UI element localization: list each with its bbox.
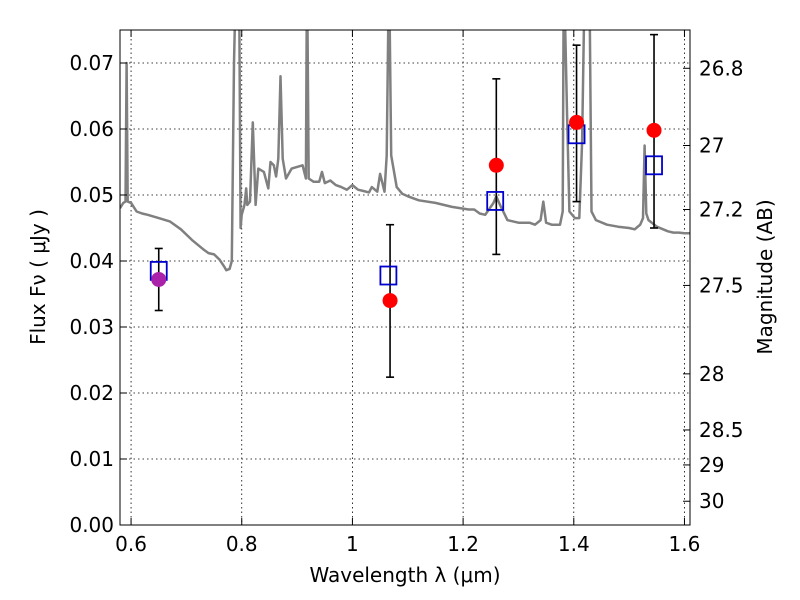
plot-data (120, 30, 690, 378)
y-tick-label: 0.00 (69, 513, 114, 537)
x-tick-label: 1.2 (447, 532, 479, 556)
axis-ticks: 0.6 0.8 1 1.2 1.4 1.6 0.00 0.01 0.02 0.03 0.04 0.05… (69, 30, 744, 556)
y2-tick-label: 29 (699, 453, 724, 477)
y-tick-label: 0.01 (69, 447, 114, 471)
observed-flux-point (382, 293, 398, 309)
y2-axis-label: Magnitude (AB) (753, 199, 777, 354)
x-tick-label: 1.6 (669, 532, 701, 556)
x-tick-label: 0.6 (115, 532, 147, 556)
x-tick-label: 1.4 (558, 532, 590, 556)
plot-background (120, 30, 690, 525)
spectrum-line (120, 30, 690, 272)
plot-frame (119, 29, 691, 526)
y-tick-label: 0.03 (69, 315, 114, 339)
y-axis-label: Flux Fν ( μJy ) (26, 209, 50, 345)
observed-flux-point (488, 157, 504, 173)
y-tick-label: 0.04 (69, 249, 114, 273)
x-tick-label: 1 (346, 532, 359, 556)
observed-flux-point (151, 271, 167, 287)
model-photometry-marker (379, 265, 398, 286)
y2-tick-label: 28.5 (699, 418, 744, 442)
y-tick-label: 0.07 (69, 51, 114, 75)
y-tick-label: 0.02 (69, 381, 114, 405)
observed-flux-point (646, 122, 662, 138)
model-photometry-marker (645, 155, 663, 176)
y-tick-label: 0.06 (69, 117, 114, 141)
y2-tick-label: 27 (699, 134, 724, 158)
y2-tick-label: 27.2 (699, 198, 744, 222)
y2-tick-label: 28 (699, 362, 724, 386)
x-tick-label: 0.8 (226, 532, 258, 556)
y2-tick-label: 30 (699, 489, 724, 513)
y2-tick-label: 26.8 (699, 56, 744, 80)
x-axis-label: Wavelength λ (μm) (309, 563, 500, 587)
model-photometry-marker (486, 191, 505, 211)
observed-flux-point (569, 114, 585, 130)
y2-tick-label: 27.5 (699, 273, 744, 297)
y-tick-label: 0.05 (69, 183, 114, 207)
